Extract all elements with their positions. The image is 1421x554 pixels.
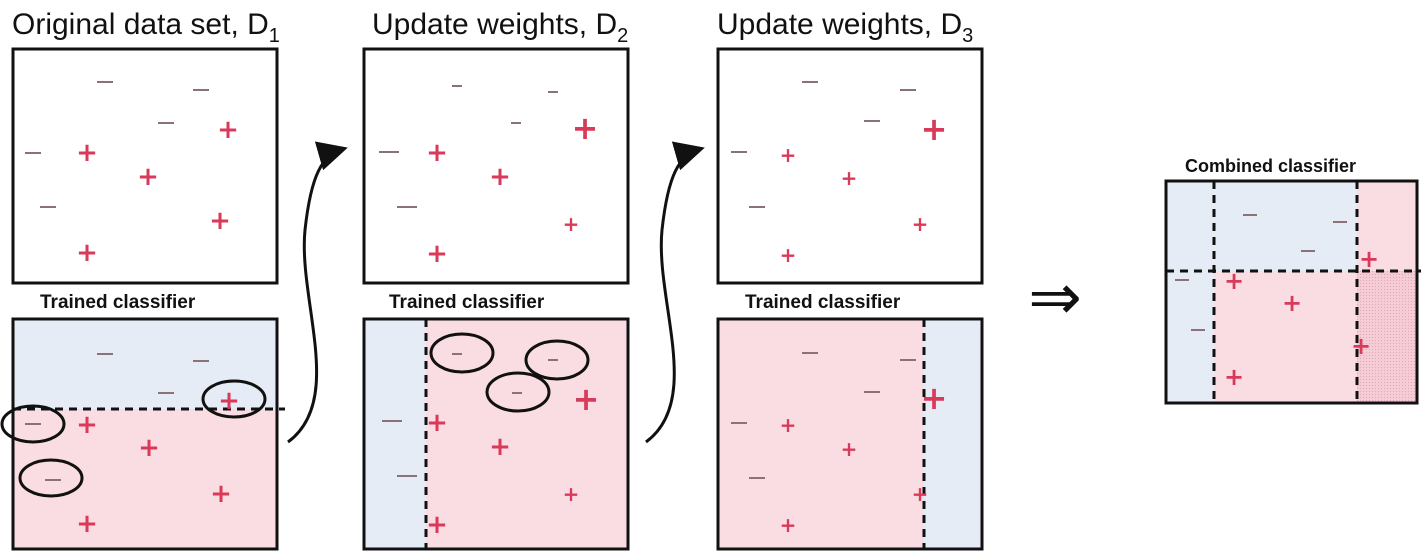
panel-d2-classifier: + + + + + (362, 317, 630, 551)
trained-classifier-caption-1: Trained classifier (40, 292, 196, 313)
curved-arrow-2 (645, 141, 705, 444)
misclassified-circle (0, 404, 66, 444)
plus-mark: + (572, 109, 599, 147)
positive-region (1357, 271, 1417, 403)
panel-d3-classifier: + + + + + (716, 317, 984, 551)
trained-classifier-caption-2: Trained classifier (389, 292, 545, 313)
implies-symbol: ⇒ (1028, 261, 1082, 335)
plus-mark: + (218, 386, 240, 416)
trained-classifier-caption-3: Trained classifier (745, 292, 901, 313)
plus-mark: + (780, 413, 797, 437)
panel-d2-frame (362, 47, 630, 285)
panel-d3-frame (716, 47, 984, 285)
panel-frame (1164, 179, 1419, 405)
plus-mark: + (780, 143, 797, 167)
plus-mark: + (841, 166, 858, 190)
plus-mark: + (426, 510, 448, 540)
panel-d1-frame (11, 47, 279, 285)
plus-mark: + (138, 433, 160, 463)
title-d1: Original data set, D1 (12, 8, 280, 47)
plus-mark: + (137, 162, 159, 192)
negative-region (13, 319, 277, 409)
plus-mark: + (1282, 289, 1302, 317)
misclassified-circle (485, 371, 551, 413)
curved-arrow-1 (287, 141, 348, 444)
plus-mark: + (489, 162, 511, 192)
plus-mark: + (426, 408, 448, 438)
negative-region (1166, 181, 1214, 403)
panel-d2-data: + + + + + (362, 47, 630, 285)
plus-mark: + (1351, 332, 1371, 360)
plus-mark: + (76, 138, 98, 168)
plus-mark: + (563, 482, 580, 506)
plus-mark: + (912, 482, 929, 506)
panel-frame (11, 317, 279, 551)
negative-region (1214, 181, 1357, 271)
plus-mark: + (1224, 363, 1244, 391)
plus-mark: + (489, 432, 511, 462)
plus-mark: + (76, 410, 98, 440)
panel-frame (716, 317, 984, 551)
plus-mark: + (210, 479, 232, 509)
plus-mark: + (921, 379, 948, 417)
title-d3: Update weights, D3 (717, 8, 973, 47)
panel-frame (362, 317, 630, 551)
plus-mark: + (426, 239, 448, 269)
plus-mark: + (76, 238, 98, 268)
plus-mark: + (563, 212, 580, 236)
plus-mark: + (912, 212, 929, 236)
negative-region (924, 319, 982, 549)
plus-mark: + (780, 243, 797, 267)
plus-mark: + (841, 437, 858, 461)
panel-d3-data: + + + + + (716, 47, 984, 285)
plus-mark: + (76, 509, 98, 539)
misclassified-circle (201, 379, 267, 419)
panel-d1-classifier: + + + + + (0, 317, 285, 551)
plus-mark: + (426, 138, 448, 168)
positive-region (1357, 181, 1417, 271)
combined-classifier-panel: + + + + + (1164, 179, 1421, 405)
negative-region (364, 319, 426, 549)
plus-mark: + (1224, 267, 1244, 295)
plus-mark: + (780, 513, 797, 537)
positive-region (1214, 271, 1357, 403)
misclassified-circle (18, 458, 84, 498)
misclassified-circle (429, 332, 495, 374)
title-d2: Update weights, D2 (372, 8, 628, 47)
plus-mark: + (217, 115, 239, 145)
positive-region (718, 319, 924, 549)
plus-mark: + (921, 110, 948, 148)
misclassified-circle (524, 339, 590, 381)
panel-d1-data: + + + + + (11, 47, 279, 285)
plus-mark: + (573, 380, 600, 418)
plus-mark: + (1359, 245, 1379, 273)
plus-mark: + (209, 206, 231, 236)
combined-classifier-caption: Combined classifier (1185, 156, 1356, 176)
